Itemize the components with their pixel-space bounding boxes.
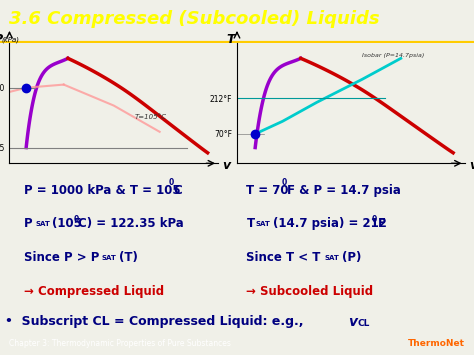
Text: 0: 0 (168, 178, 173, 187)
Text: F: F (378, 217, 386, 230)
Text: T=105°C: T=105°C (135, 114, 167, 120)
Text: 0: 0 (282, 178, 287, 187)
Text: CL: CL (358, 319, 370, 328)
Text: Isobar (P=14.7psia): Isobar (P=14.7psia) (362, 53, 425, 58)
Text: $\boldsymbol{P}$: $\boldsymbol{P}$ (0, 33, 4, 46)
Text: SAT: SAT (325, 255, 339, 261)
Text: → Subcooled Liquid: → Subcooled Liquid (246, 285, 374, 298)
Text: 3.6 Compressed (Subcooled) Liquids: 3.6 Compressed (Subcooled) Liquids (9, 10, 380, 28)
Text: SAT: SAT (102, 255, 117, 261)
Text: F & P = 14.7 psia: F & P = 14.7 psia (287, 184, 401, 197)
Text: P: P (24, 217, 32, 230)
Text: T = 70: T = 70 (246, 184, 289, 197)
Text: ThermoNet: ThermoNet (408, 339, 465, 348)
Text: T: T (246, 217, 255, 230)
Text: C) = 122.35 kPa: C) = 122.35 kPa (78, 217, 184, 230)
Text: •  Subscript CL = Compressed Liquid: e.g.,: • Subscript CL = Compressed Liquid: e.g.… (5, 315, 312, 328)
Text: SAT: SAT (255, 220, 270, 226)
Text: (T): (T) (118, 251, 137, 264)
Text: C: C (173, 184, 182, 197)
Text: Chapter 3: Thermodynamic Properties of Pure Substances: Chapter 3: Thermodynamic Properties of P… (9, 339, 231, 348)
Text: 0: 0 (73, 215, 79, 224)
Text: 0: 0 (372, 215, 377, 224)
Text: (P): (P) (342, 251, 362, 264)
Text: (kPa): (kPa) (1, 37, 19, 43)
Text: SAT: SAT (36, 220, 50, 226)
Text: Since P > P: Since P > P (24, 251, 99, 264)
Text: $\boldsymbol{T}$: $\boldsymbol{T}$ (226, 33, 237, 46)
Text: v: v (348, 315, 357, 329)
Text: v: v (222, 159, 230, 172)
Text: → Compressed Liquid: → Compressed Liquid (24, 285, 164, 298)
Text: (105: (105 (52, 217, 82, 230)
Text: Since T < T: Since T < T (246, 251, 321, 264)
Text: P = 1000 kPa & T = 105: P = 1000 kPa & T = 105 (24, 184, 180, 197)
Text: v: v (469, 159, 474, 172)
Text: (14.7 psia) = 212: (14.7 psia) = 212 (273, 217, 386, 230)
